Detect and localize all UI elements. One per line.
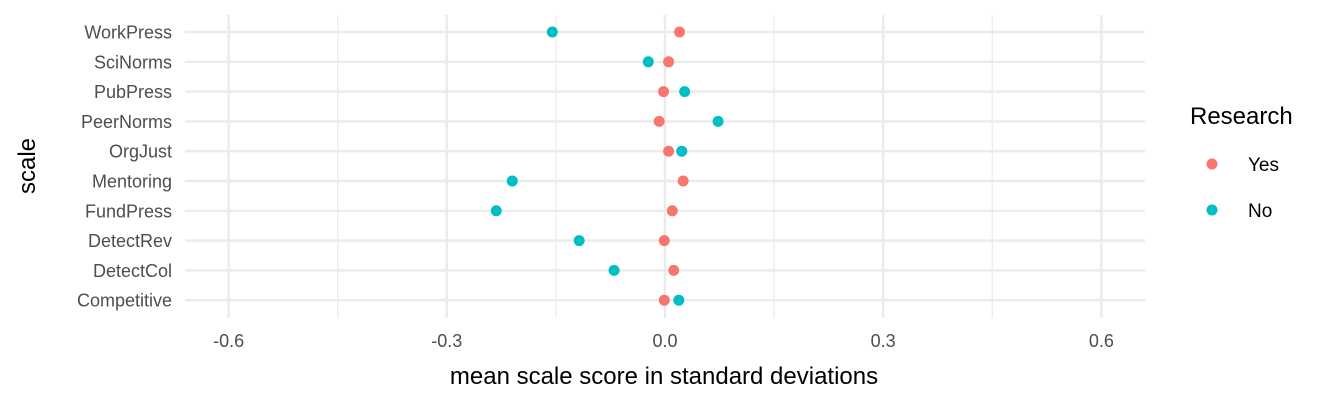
x-tick-label: 0.6 [1089, 331, 1114, 351]
data-point-yes [663, 145, 675, 157]
data-point-no [712, 115, 724, 127]
data-point-yes [658, 294, 670, 306]
y-tick-labels: WorkPress SciNorms PubPress PeerNorms OrgJus… [77, 23, 172, 311]
y-tick-label: WorkPress [84, 23, 172, 43]
data-point-yes [663, 56, 675, 68]
legend: Research Yes No [1190, 103, 1293, 222]
data-points [490, 26, 724, 306]
y-tick-label: Mentoring [92, 172, 172, 192]
data-point-no [506, 175, 518, 187]
legend-label-yes: Yes [1248, 155, 1279, 176]
y-tick-label: DetectRev [88, 231, 172, 251]
data-point-yes [677, 175, 689, 187]
legend-label-no: No [1248, 201, 1272, 222]
data-point-no [573, 235, 585, 247]
data-point-yes [674, 26, 686, 38]
data-point-yes [666, 205, 678, 217]
y-tick-label: DetectCol [93, 261, 172, 281]
y-axis-title: scale [14, 138, 41, 194]
data-point-no [608, 264, 620, 276]
x-tick-label: 0.3 [871, 331, 896, 351]
x-tick-label: -0.3 [431, 331, 462, 351]
legend-title: Research [1190, 103, 1293, 130]
data-point-yes [668, 264, 680, 276]
x-tick-label: 0.0 [652, 331, 677, 351]
y-tick-label: OrgJust [109, 142, 172, 162]
data-point-yes [658, 86, 670, 98]
y-tick-label: SciNorms [94, 52, 172, 72]
data-point-no [642, 56, 654, 68]
legend-key-no [1206, 204, 1218, 216]
data-point-no [490, 205, 502, 217]
y-tick-label: PubPress [94, 82, 172, 102]
x-axis-title: mean scale score in standard deviations [450, 363, 878, 390]
data-point-yes [653, 115, 665, 127]
x-tick-labels: -0.6 -0.3 0.0 0.3 0.6 [213, 331, 1114, 351]
y-tick-label: FundPress [85, 201, 172, 221]
data-point-no [679, 86, 691, 98]
data-point-no [673, 294, 685, 306]
y-tick-label: Competitive [77, 291, 172, 311]
y-tick-label: PeerNorms [81, 112, 172, 132]
x-tick-label: -0.6 [213, 331, 244, 351]
data-point-yes [658, 235, 670, 247]
data-point-no [546, 26, 558, 38]
legend-key-yes [1206, 158, 1218, 170]
data-point-no [676, 145, 688, 157]
